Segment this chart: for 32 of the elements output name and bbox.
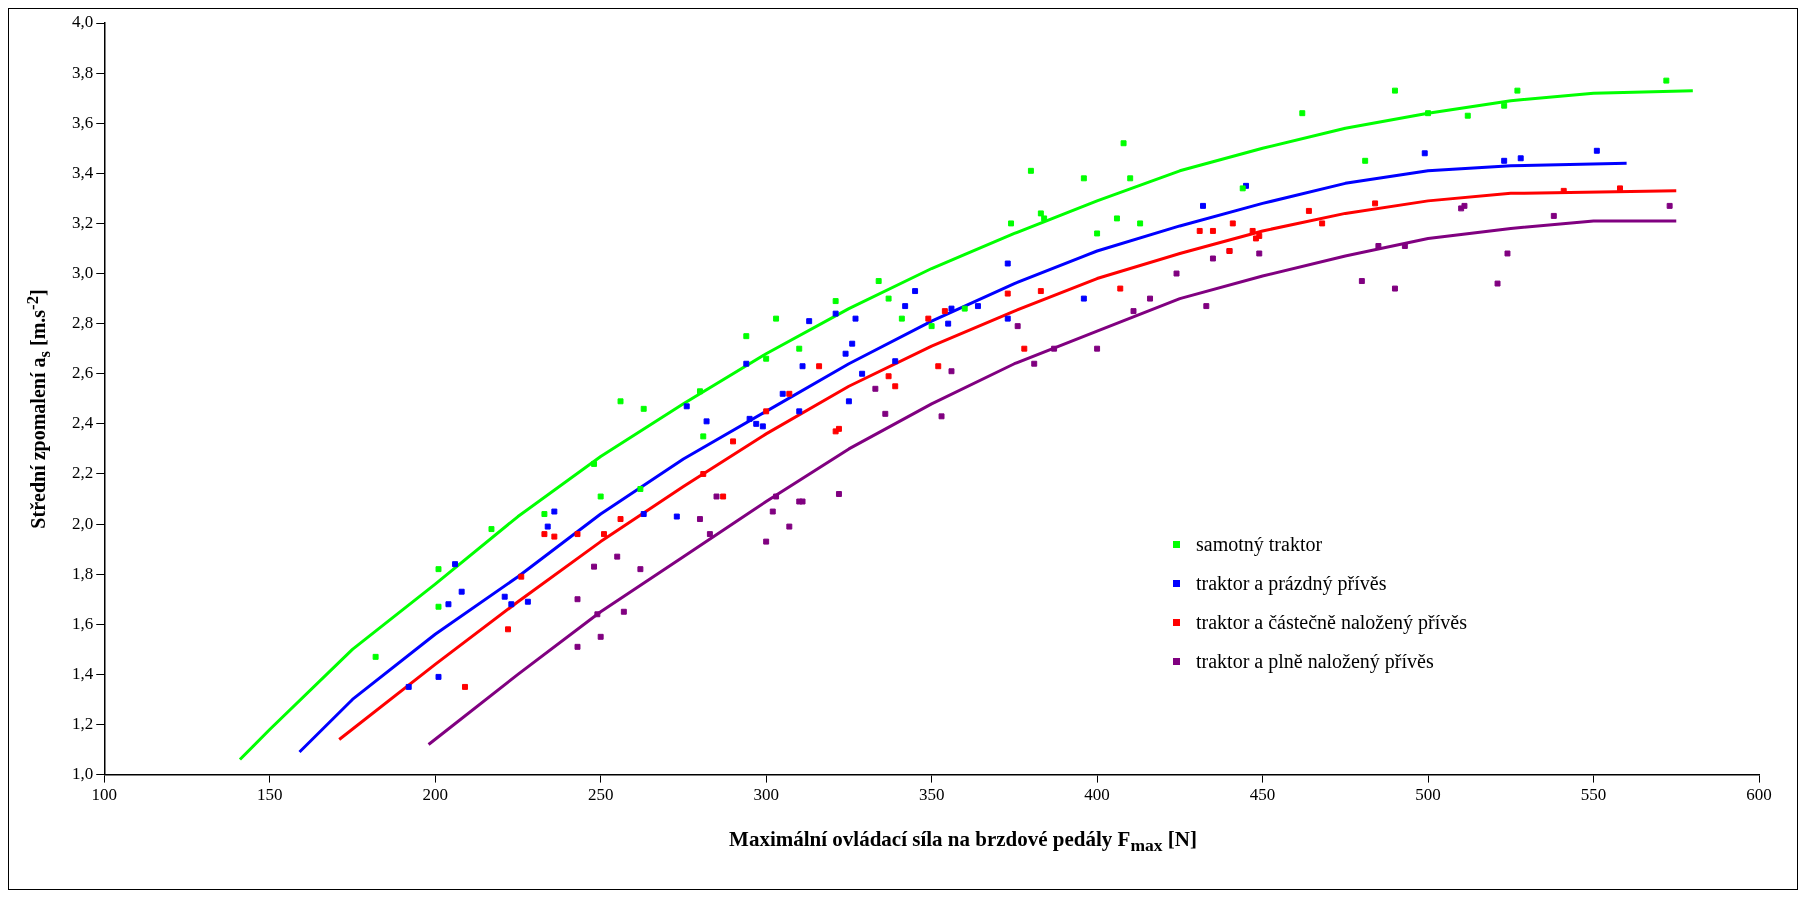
y-tick-label: 2,8 bbox=[72, 313, 94, 333]
x-tick-label: 100 bbox=[91, 785, 117, 805]
y-tick-label: 2,4 bbox=[72, 413, 94, 433]
x-tick-label: 450 bbox=[1249, 785, 1276, 805]
y-tick-label: 3,0 bbox=[72, 263, 94, 282]
x-axis-title: Maximální ovládací síla na brzdové pedály F$_{max}$ [N] bbox=[728, 827, 1198, 857]
x-tick-label: 150 bbox=[256, 785, 283, 805]
y-tick-label: 1,2 bbox=[72, 713, 94, 733]
x-tick-label: 250 bbox=[587, 785, 614, 805]
x-tick-label: 500 bbox=[1415, 785, 1441, 805]
x-tick-label: 400 bbox=[1084, 785, 1110, 805]
y-tick-label: 2,2 bbox=[72, 463, 94, 483]
y-tick-label: 4,0 bbox=[72, 12, 94, 32]
y-tick-label: 2,0 bbox=[72, 513, 94, 533]
y-tick-label: 1,8 bbox=[72, 563, 94, 583]
x-tick-label: 200 bbox=[422, 785, 448, 805]
y-tick-label: 1,4 bbox=[72, 663, 94, 683]
x-tick-label: 600 bbox=[1746, 785, 1772, 805]
legend-label: traktor a prázdný přívěs bbox=[1196, 572, 1387, 595]
y-tick-label: 1,0 bbox=[72, 764, 94, 784]
y-tick-label: 3,4 bbox=[72, 162, 94, 182]
x-tick-label: 550 bbox=[1580, 785, 1607, 805]
y-tick-label: 3,6 bbox=[72, 112, 94, 132]
x-tick-label: 350 bbox=[918, 785, 945, 805]
y-tick-label: 1,6 bbox=[72, 613, 94, 633]
y-tick-label: 3,2 bbox=[72, 212, 94, 232]
legend-label: traktor a plně naložený přívěs bbox=[1196, 650, 1434, 673]
x-tick-label: 300 bbox=[753, 785, 779, 805]
legend-label: traktor a částečně naložený přívěs bbox=[1196, 611, 1467, 634]
legend-label: samotný traktor bbox=[1196, 533, 1323, 556]
y-tick-label: 2,6 bbox=[72, 363, 94, 383]
y-tick-label: 3,8 bbox=[72, 62, 94, 82]
